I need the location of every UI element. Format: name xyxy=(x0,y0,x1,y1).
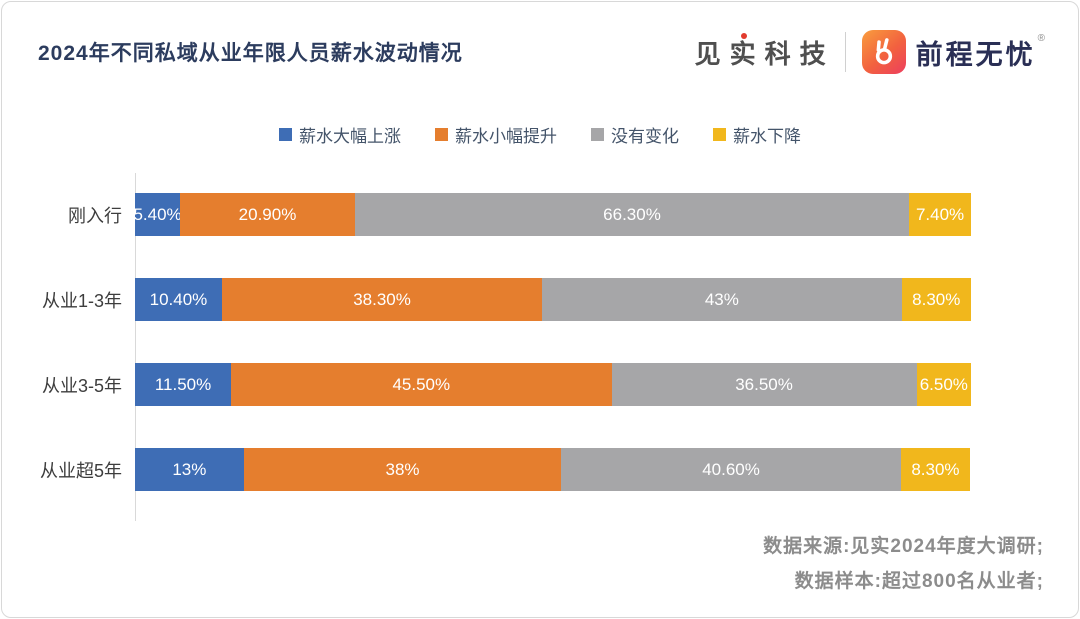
bar-track: 11.50% 45.50% 36.50% 6.50% xyxy=(135,363,971,406)
header: 2024年不同私域从业年限人员薪水波动情况 见实科技 前程无忧® xyxy=(2,2,1078,74)
bar-value-label: 38.30% xyxy=(353,289,411,309)
source-line-2: 数据样本:超过800名从业者; xyxy=(794,571,1044,592)
legend: 薪水大幅上涨 薪水小幅提升 没有变化 薪水下降 xyxy=(2,122,1078,147)
bar-segment: 40.60% xyxy=(561,448,901,491)
chart-row: 从业1-3年 10.40% 38.30% 43% 8.30% xyxy=(38,278,971,321)
category-label: 刚入行 xyxy=(68,205,122,226)
legend-label: 薪水下降 xyxy=(733,127,801,146)
bar-segment: 66.30% xyxy=(354,193,910,236)
legend-label: 薪水小幅提升 xyxy=(455,127,557,146)
qianchengwuyou-logo-text: 前程无忧 xyxy=(915,39,1036,70)
bar-value-label: 20.90% xyxy=(238,204,297,224)
bar-segment: 45.50% xyxy=(231,363,612,406)
stacked-bar-chart: 刚入行 5.40% 20.90% 66.30% 7.40% 从业1-3年 10.40% 38.… xyxy=(38,173,971,521)
registered-trademark-mark: ® xyxy=(1037,32,1048,44)
bar-segment: 38% xyxy=(243,448,562,491)
qianchengwuyou-hand-icon xyxy=(861,30,906,74)
bar-value-label: 45.50% xyxy=(392,374,451,394)
bar-segment: 38.30% xyxy=(221,278,543,321)
page-title: 2024年不同私域从业年限人员薪水波动情况 xyxy=(38,42,463,65)
bar-value-label: 36.50% xyxy=(735,374,793,394)
bar-value-label: 8.30% xyxy=(911,459,960,479)
bar-value-label: 11.50% xyxy=(154,374,212,394)
legend-item: 薪水小幅提升 xyxy=(435,122,557,147)
bar-segment: 8.30% xyxy=(900,448,971,491)
bar-track: 10.40% 38.30% 43% 8.30% xyxy=(135,278,971,321)
bar-segment: 6.50% xyxy=(916,363,971,406)
bar-value-label: 7.40% xyxy=(915,204,965,224)
data-source-note: 数据来源:见实2024年度大调研; 数据样本:超过800名从业者; xyxy=(763,529,1044,599)
bar-value-label: 38% xyxy=(385,459,420,479)
bar-value-label: 40.60% xyxy=(702,459,760,479)
bar-segment: 7.40% xyxy=(909,193,971,236)
legend-swatch-icon xyxy=(713,128,726,141)
jianshi-red-dot-icon xyxy=(740,32,747,39)
legend-swatch-icon xyxy=(279,128,292,141)
brand-logos: 见实科技 前程无忧® xyxy=(695,30,1048,74)
bar-segment: 43% xyxy=(542,278,902,321)
bar-segment: 8.30% xyxy=(901,278,971,321)
bar-value-label: 6.50% xyxy=(919,374,968,394)
bar-segment: 5.40% xyxy=(133,193,182,236)
legend-label: 没有变化 xyxy=(611,127,679,146)
bar-segment: 20.90% xyxy=(180,193,355,236)
bar-value-label: 5.40% xyxy=(133,204,182,224)
category-label: 从业1-3年 xyxy=(41,290,122,311)
bar-segment: 10.40% xyxy=(135,278,222,321)
bar-value-label: 66.30% xyxy=(603,204,661,224)
bar-value-label: 13% xyxy=(172,459,207,479)
category-label: 从业超5年 xyxy=(39,460,122,481)
legend-swatch-icon xyxy=(435,128,448,141)
bar-segment: 13% xyxy=(135,448,244,491)
chart-rows: 刚入行 5.40% 20.90% 66.30% 7.40% 从业1-3年 10.40% 38.… xyxy=(38,193,971,491)
bar-segment: 36.50% xyxy=(611,363,917,406)
chart-row: 刚入行 5.40% 20.90% 66.30% 7.40% xyxy=(38,193,971,236)
legend-item: 薪水下降 xyxy=(713,122,801,147)
legend-item: 没有变化 xyxy=(591,122,679,147)
bar-segment: 11.50% xyxy=(135,363,232,406)
bar-value-label: 8.30% xyxy=(912,289,961,309)
bar-track: 13% 38% 40.60% 8.30% xyxy=(135,448,971,491)
bar-value-label: 10.40% xyxy=(149,289,208,309)
chart-row: 从业3-5年 11.50% 45.50% 36.50% 6.50% xyxy=(38,363,971,406)
qianchengwuyou-logo: 前程无忧® xyxy=(916,33,1048,72)
bar-value-label: 43% xyxy=(704,289,739,309)
legend-swatch-icon xyxy=(591,128,604,141)
y-axis-line xyxy=(135,173,136,521)
chart-row: 从业超5年 13% 38% 40.60% 8.30% xyxy=(38,448,971,491)
logo-divider xyxy=(844,32,846,72)
category-label: 从业3-5年 xyxy=(41,375,122,396)
jianshi-logo-text: 见实科技 xyxy=(694,38,835,69)
jianshi-logo: 见实科技 xyxy=(694,32,835,71)
source-line-1: 数据来源:见实2024年度大调研; xyxy=(763,536,1044,557)
legend-item: 薪水大幅上涨 xyxy=(279,122,401,147)
bar-track: 5.40% 20.90% 66.30% 7.40% xyxy=(133,193,971,236)
legend-label: 薪水大幅上涨 xyxy=(299,127,401,146)
